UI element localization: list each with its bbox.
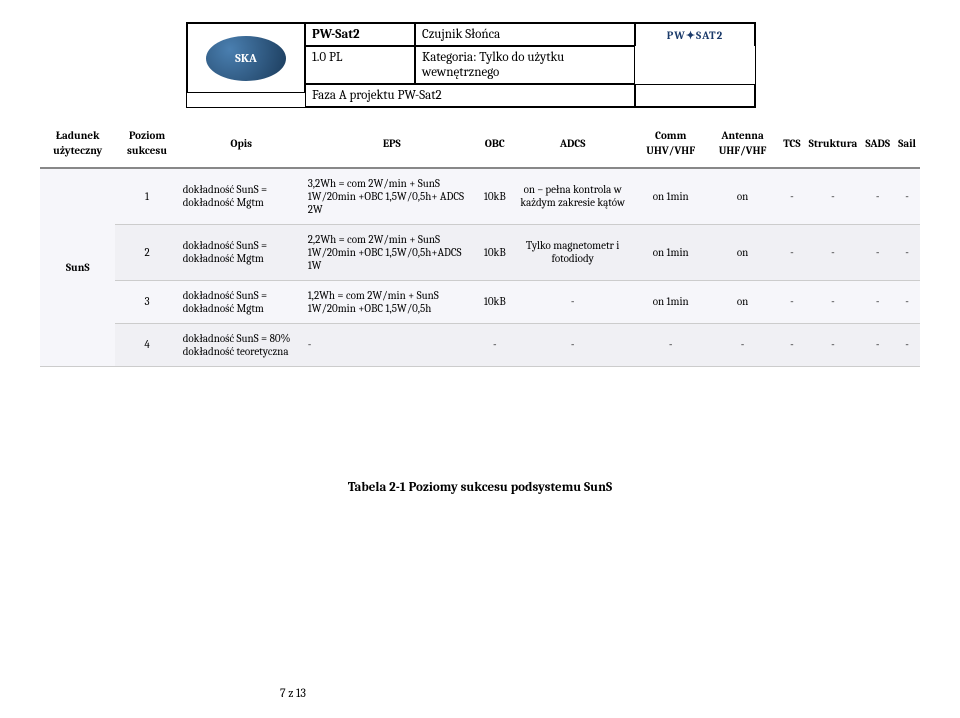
col-payload: Ładunek użyteczny: [40, 120, 115, 168]
col-comm: Comm UHV/VHF: [636, 120, 706, 168]
cell-sads: -: [861, 280, 894, 323]
table-header-row: Ładunek użyteczny Poziom sukcesu Opis EP…: [40, 120, 920, 168]
cell-sads: -: [861, 168, 894, 225]
col-level: Poziom sukcesu: [115, 120, 178, 168]
cell-adcs: -: [510, 323, 636, 366]
col-struktura: Struktura: [805, 120, 862, 168]
success-levels-table: Ładunek użyteczny Poziom sukcesu Opis EP…: [40, 120, 920, 367]
table-row: 3 dokładność SunS = dokładność Mgtm 1,2W…: [40, 280, 920, 323]
logo-right-bottom: [635, 84, 755, 107]
cell-sail: -: [894, 168, 920, 225]
col-tcs: TCS: [779, 120, 804, 168]
cell-tcs: -: [779, 280, 804, 323]
doc-title: Czujnik Słońca: [415, 23, 635, 46]
cell-level: 4: [115, 323, 178, 366]
cell-eps: -: [304, 323, 480, 366]
cell-struktura: -: [805, 323, 862, 366]
document-header: SKA PW-Sat2 Czujnik Słońca PW✦SAT2 1.0 P…: [186, 22, 756, 108]
col-obc: OBC: [480, 120, 510, 168]
doc-version: 1.0 PL: [305, 46, 415, 84]
col-antenna: Antenna UHF/VHF: [706, 120, 779, 168]
cell-antenna: on: [706, 280, 779, 323]
table-caption: Tabela 2-1 Poziomy sukcesu podsystemu Su…: [0, 480, 960, 495]
cell-sail: -: [894, 323, 920, 366]
cell-eps: 2,2Wh = com 2W/min + SunS 1W/20min +OBC …: [304, 224, 480, 280]
cell-opis: dokładność SunS = 80% dokładność teorety…: [179, 323, 304, 366]
cell-antenna: on: [706, 224, 779, 280]
logo-left-cell: SKA: [187, 23, 305, 93]
ska-logo-icon: SKA: [206, 36, 286, 81]
cell-opis: dokładność SunS = dokładność Mgtm: [179, 280, 304, 323]
cell-sail: -: [894, 280, 920, 323]
cell-comm: on 1min: [636, 168, 706, 225]
cell-struktura: -: [805, 224, 862, 280]
cell-level: 2: [115, 224, 178, 280]
cell-tcs: -: [779, 323, 804, 366]
cell-sads: -: [861, 224, 894, 280]
cell-sail: -: [894, 224, 920, 280]
cell-eps: 1,2Wh = com 2W/min + SunS 1W/20min +OBC …: [304, 280, 480, 323]
cell-adcs: Tylko magnetometr i fotodiody: [510, 224, 636, 280]
doc-id: PW-Sat2: [305, 23, 415, 46]
cell-obc: 10kB: [480, 168, 510, 225]
cell-opis: dokładność SunS = dokładność Mgtm: [179, 168, 304, 225]
cell-adcs: -: [510, 280, 636, 323]
cell-struktura: -: [805, 168, 862, 225]
cell-tcs: -: [779, 224, 804, 280]
cell-tcs: -: [779, 168, 804, 225]
table-body: SunS 1 dokładność SunS = dokładność Mgtm…: [40, 168, 920, 367]
logo-right-cell: PW✦SAT2: [635, 23, 755, 46]
table-row: SunS 1 dokładność SunS = dokładność Mgtm…: [40, 168, 920, 225]
cell-comm: on 1min: [636, 224, 706, 280]
col-opis: Opis: [179, 120, 304, 168]
cell-struktura: -: [805, 280, 862, 323]
col-eps: EPS: [304, 120, 480, 168]
cell-obc: -: [480, 323, 510, 366]
table-row: 4 dokładność SunS = 80% dokładność teore…: [40, 323, 920, 366]
cell-comm: on 1min: [636, 280, 706, 323]
cell-obc: 10kB: [480, 224, 510, 280]
cell-sads: -: [861, 323, 894, 366]
cell-antenna: on: [706, 168, 779, 225]
doc-category: Kategoria: Tylko do użytku wewnętrznego: [415, 46, 635, 84]
cell-adcs: on – pełna kontrola w każdym zakresie ką…: [510, 168, 636, 225]
cell-antenna: -: [706, 323, 779, 366]
doc-phase: Faza A projektu PW-Sat2: [305, 84, 635, 107]
col-sail: Sail: [894, 120, 920, 168]
pwsat-logo-icon: PW✦SAT2: [667, 29, 723, 42]
group-cell: SunS: [40, 168, 115, 367]
table-row: 2 dokładność SunS = dokładność Mgtm 2,2W…: [40, 224, 920, 280]
cell-level: 1: [115, 168, 178, 225]
cell-obc: 10kB: [480, 280, 510, 323]
cell-level: 3: [115, 280, 178, 323]
page-number: 7 z 13: [280, 686, 306, 700]
col-sads: SADS: [861, 120, 894, 168]
col-adcs: ADCS: [510, 120, 636, 168]
cell-comm: -: [636, 323, 706, 366]
cell-eps: 3,2Wh = com 2W/min + SunS 1W/20min +OBC …: [304, 168, 480, 225]
cell-opis: dokładność SunS = dokładność Mgtm: [179, 224, 304, 280]
